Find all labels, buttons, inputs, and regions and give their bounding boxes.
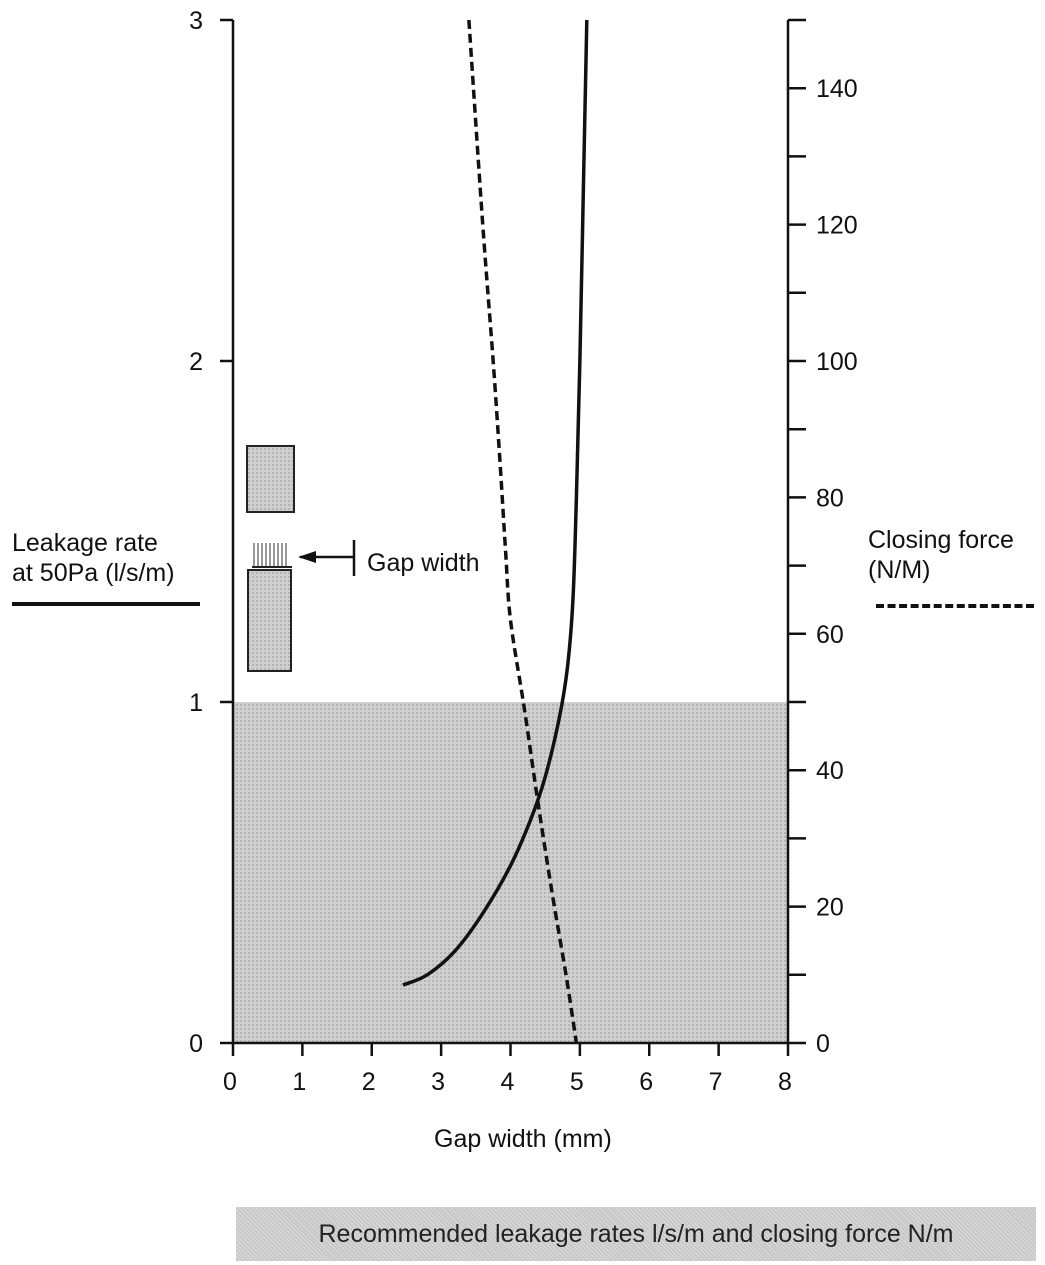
x-tick-label: 4	[501, 1068, 515, 1096]
left-tick-label: 0	[189, 1030, 203, 1058]
right-tick-label: 40	[816, 757, 844, 785]
x-tick-label: 7	[709, 1068, 723, 1096]
right-tick-label: 140	[816, 75, 858, 103]
left-axis-title-line2: at 50Pa (l/s/m)	[12, 559, 175, 587]
seal-brush	[253, 543, 287, 566]
footer-caption: Recommended leakage rates l/s/m and clos…	[318, 1219, 954, 1248]
right-tick-label: 120	[816, 212, 858, 240]
x-tick-label: 3	[431, 1068, 445, 1096]
left-axis-title: Leakage rate at 50Pa (l/s/m)	[12, 528, 175, 588]
gap-arrow-head	[298, 551, 316, 563]
right-axis-title: Closing force (N/M)	[868, 525, 1014, 585]
gap-diagram	[246, 445, 356, 672]
x-tick-label: 0	[223, 1068, 237, 1096]
x-tick-label: 6	[639, 1068, 653, 1096]
x-tick-label: 1	[292, 1068, 306, 1096]
left-tick-label: 3	[189, 7, 203, 35]
x-axis-title: Gap width (mm)	[434, 1125, 612, 1153]
left-axis-title-line1: Leakage rate	[12, 529, 158, 557]
door-block-upper	[246, 445, 295, 513]
x-tick-label: 8	[778, 1068, 792, 1096]
footer-caption-box: Recommended leakage rates l/s/m and clos…	[236, 1207, 1036, 1261]
right-tick-label: 20	[816, 894, 844, 922]
right-axis-title-line1: Closing force	[868, 526, 1014, 554]
legend-dashed-line	[876, 604, 1034, 608]
x-tick-label: 2	[362, 1068, 376, 1096]
right-tick-label: 100	[816, 348, 858, 376]
left-tick-label: 2	[189, 348, 203, 376]
leakage-rate-line	[402, 19, 589, 987]
recommended-region	[233, 702, 788, 1043]
right-tick-label: 80	[816, 484, 844, 512]
left-tick-label: 1	[189, 689, 203, 717]
closing-force-line	[467, 19, 579, 1044]
right-tick-label: 0	[816, 1030, 830, 1058]
gap-width-annotation: Gap width	[367, 549, 480, 577]
legend-solid-line	[12, 602, 200, 606]
right-tick-label: 60	[816, 621, 844, 649]
right-axis-title-line2: (N/M)	[868, 556, 931, 584]
x-tick-label: 5	[570, 1068, 584, 1096]
door-block-lower	[247, 569, 292, 672]
